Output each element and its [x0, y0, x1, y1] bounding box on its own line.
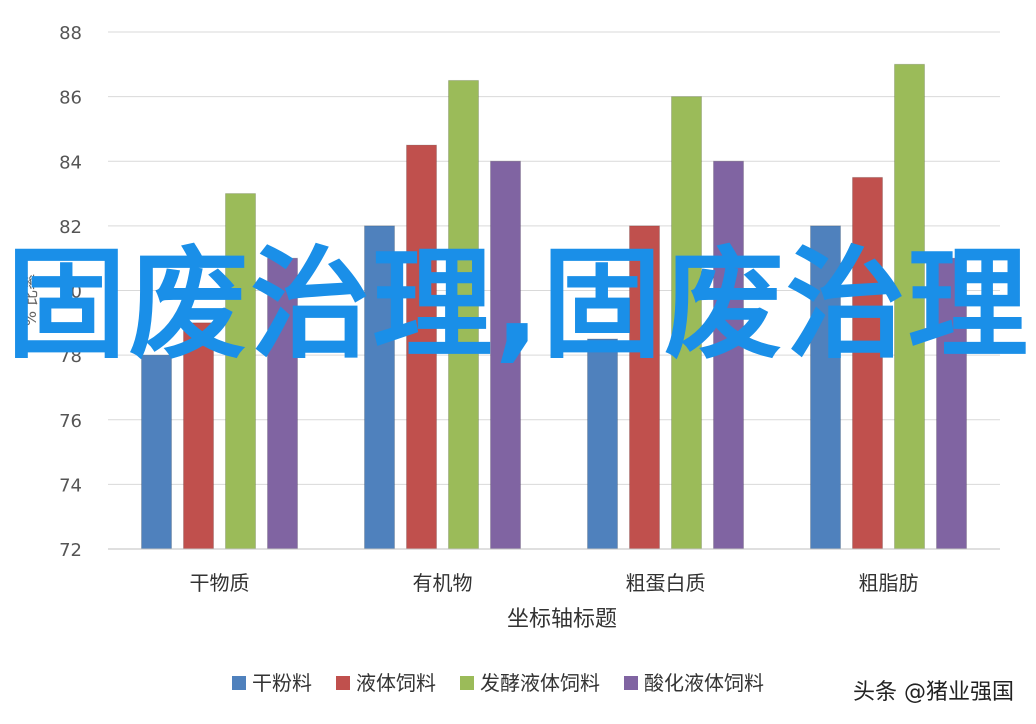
y-tick-label: 88 [59, 23, 82, 44]
bar [810, 225, 841, 550]
legend-swatch [460, 676, 474, 690]
y-axis-title: % 比率 [21, 274, 40, 326]
bar [448, 79, 479, 550]
y-tick-label: 76 [59, 411, 82, 432]
bar [852, 176, 883, 550]
bar [936, 257, 967, 550]
legend-label: 酸化液体饲料 [644, 671, 764, 695]
bar [225, 193, 256, 550]
bar [629, 225, 660, 550]
y-tick-label: 74 [59, 475, 82, 496]
bar [364, 225, 395, 550]
bar [713, 160, 744, 550]
bars [141, 63, 967, 550]
gridlines [108, 31, 1000, 550]
y-tick-label: 72 [59, 540, 82, 561]
legend-swatch [336, 676, 350, 690]
watermark: 头条 @猪业强国 [853, 680, 1014, 705]
bar [894, 63, 925, 550]
bar [490, 160, 521, 550]
bar [183, 322, 214, 550]
y-tick-label: 86 [59, 88, 82, 109]
bar [671, 96, 702, 550]
x-tick-label: 粗脂肪 [859, 571, 919, 595]
y-tick-label: 84 [59, 152, 82, 173]
legend: 干粉料 液体饲料 发酵液体饲料 酸化液体饲料 [232, 671, 764, 695]
bar [406, 144, 437, 550]
bar [587, 338, 618, 550]
legend-label: 液体饲料 [356, 671, 436, 695]
x-tick-label: 粗蛋白质 [626, 571, 706, 595]
legend-label: 发酵液体饲料 [480, 671, 600, 695]
legend-label: 干粉料 [252, 671, 312, 695]
bar [267, 257, 298, 550]
y-tick-label: 82 [59, 217, 82, 238]
y-tick-label: 78 [59, 346, 82, 367]
axes: 72 74 76 78 80 82 84 86 88 干物质 有机物 粗蛋白质 粗脂肪 [59, 23, 1000, 595]
x-tick-label: 有机物 [413, 571, 473, 595]
bar [141, 354, 172, 550]
legend-swatch [232, 676, 246, 690]
x-axis-title: 坐标轴标题 [507, 607, 617, 632]
legend-swatch [624, 676, 638, 690]
y-tick-label: 80 [59, 282, 82, 303]
x-tick-label: 干物质 [190, 571, 250, 595]
